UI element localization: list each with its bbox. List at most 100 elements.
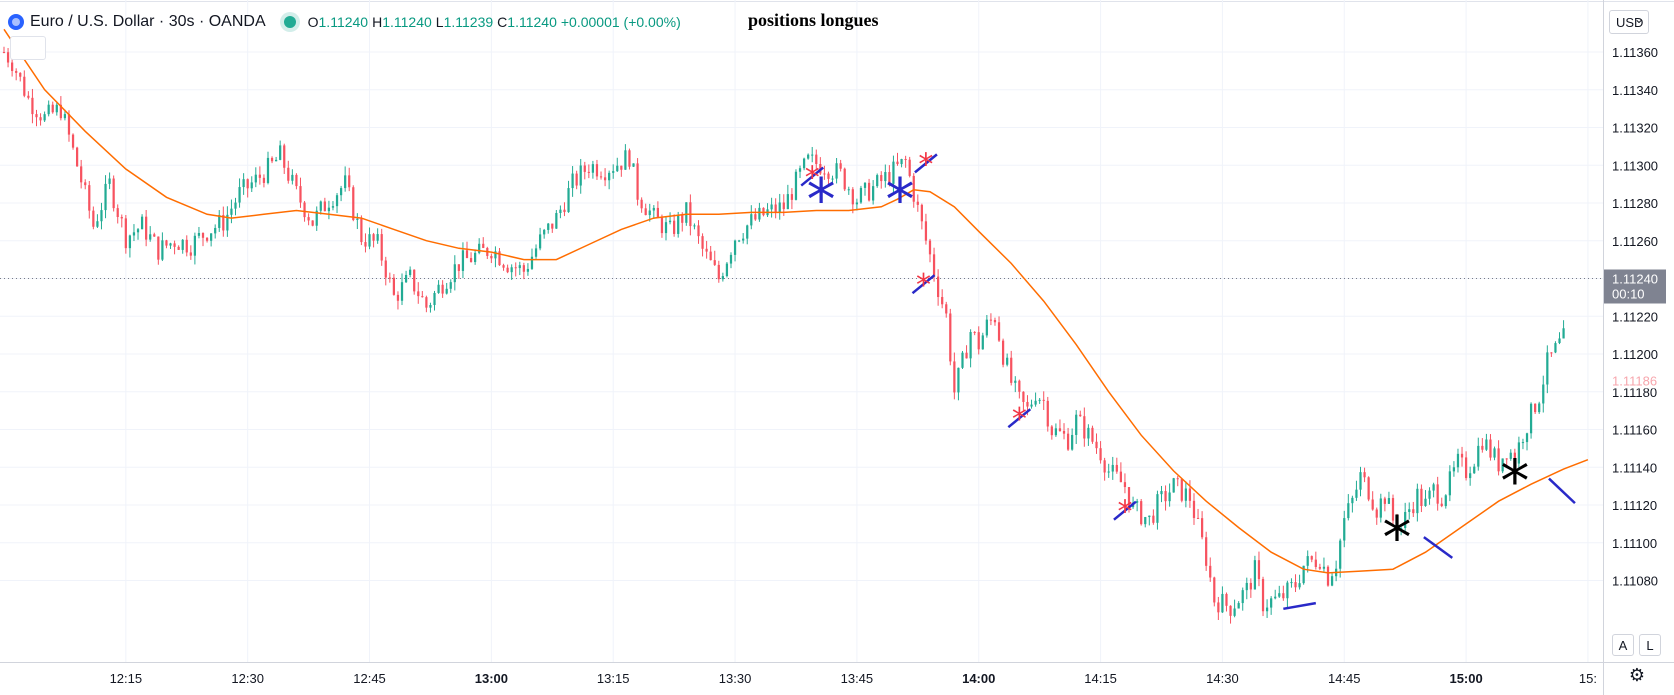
ohlc-change: +0.00001 (+0.00%) (560, 14, 681, 30)
candle-body (551, 223, 554, 229)
candle-body (210, 233, 213, 241)
candle-body (246, 179, 249, 189)
candle-body (299, 186, 302, 203)
y-tick-label: 1.11180 (1612, 385, 1657, 400)
candle-body (989, 319, 993, 321)
candle-body (100, 210, 103, 222)
candle-body (1091, 427, 1094, 442)
candle-body (916, 201, 919, 205)
candle-body (433, 292, 436, 306)
candle-body (811, 154, 814, 156)
candle-body (1513, 452, 1516, 464)
candle-body (136, 229, 140, 233)
candle-body (1087, 427, 1090, 439)
candle-body (201, 233, 205, 238)
auto-scale-button[interactable]: A (1612, 634, 1634, 656)
candle-body (445, 288, 448, 294)
candle-body (1286, 582, 1289, 599)
ohlc-close-key: C (497, 14, 508, 30)
candle-body (1205, 537, 1208, 566)
candle-body (1546, 352, 1549, 385)
candle-body (1046, 400, 1049, 427)
candle-body (640, 199, 643, 209)
candle-body (969, 332, 972, 359)
trend-line (1548, 477, 1576, 505)
candle-body (396, 294, 400, 301)
candle-body (937, 276, 940, 298)
current-price-label-bg (1604, 269, 1666, 304)
candle-body (417, 291, 420, 297)
candle-body (425, 297, 428, 308)
candle-body (392, 277, 396, 295)
black-asterisk-marker: * (1500, 447, 1529, 515)
candle-body (701, 236, 704, 249)
candle-body (587, 171, 590, 173)
candle-body (880, 175, 883, 182)
candle-body (140, 216, 144, 230)
candle-body (384, 260, 387, 278)
candle-body (1030, 404, 1033, 407)
candle-body (380, 234, 383, 261)
candle-body (1274, 596, 1277, 599)
candle-body (681, 215, 684, 223)
candle-body (673, 220, 676, 234)
candle-body (644, 208, 647, 216)
candle-body (88, 185, 91, 211)
candle-body (352, 187, 355, 220)
candle-body (859, 187, 863, 203)
candle-body (461, 250, 465, 271)
candle-body (315, 210, 318, 226)
candle-body (429, 305, 432, 308)
candle-body (453, 264, 456, 283)
candle-body (1481, 445, 1484, 450)
x-tick-label: 14:45 (1328, 671, 1361, 686)
indicator-legend-toggle[interactable] (10, 36, 46, 60)
candle-body (993, 319, 997, 323)
candle-body (705, 248, 708, 252)
candle-body (534, 248, 538, 257)
candle-body (116, 208, 119, 218)
candle-body (941, 297, 944, 305)
currency-button[interactable]: USD (1609, 7, 1649, 34)
red-star-marker: * (1012, 402, 1027, 437)
candle-body (807, 154, 810, 159)
annotation-text: positions longues (748, 10, 879, 30)
candle-body (709, 251, 712, 261)
candle-body (1538, 403, 1541, 413)
candle-body (1542, 384, 1545, 404)
candle-body (1099, 448, 1102, 461)
candle-body (128, 235, 132, 249)
candle-body (124, 218, 127, 249)
candle-body (230, 208, 233, 215)
candle-body (725, 263, 729, 277)
y-tick-label: 1.11320 (1612, 121, 1658, 136)
candle-body (465, 250, 469, 259)
candle-body (1404, 511, 1407, 529)
candle-body (120, 217, 123, 219)
candle-body (961, 352, 964, 368)
candle-body (1534, 403, 1537, 413)
gear-icon[interactable]: ⚙ (1628, 665, 1646, 685)
candle-body (1497, 448, 1500, 472)
candle-body (717, 264, 720, 280)
candle-body (742, 238, 745, 241)
candle-body (1079, 414, 1082, 417)
market-open-icon (283, 16, 296, 28)
candle-body (80, 166, 83, 183)
candle-body (1509, 452, 1512, 459)
candle-body (1278, 593, 1281, 597)
candle-body (522, 265, 525, 272)
candle-body (478, 243, 481, 253)
x-tick-label: 13:00 (475, 671, 508, 686)
candle-body (823, 173, 826, 175)
candle-body (603, 177, 607, 181)
candle-body (612, 171, 615, 173)
log-scale-button[interactable]: L (1639, 634, 1661, 656)
candle-body (1452, 467, 1456, 472)
candle-body (189, 252, 192, 256)
candle-body (1050, 426, 1053, 436)
candle-body (721, 276, 724, 280)
symbol-title[interactable]: Euro / U.S. Dollar · 30s · OANDA (30, 13, 266, 30)
candle-body (965, 352, 968, 359)
